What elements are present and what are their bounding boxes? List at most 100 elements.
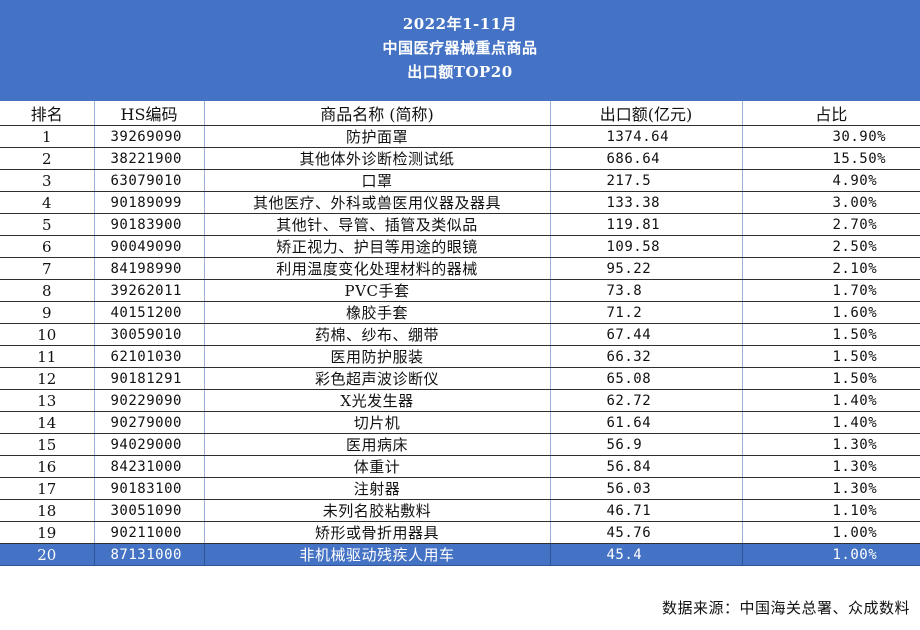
cell-product-name: 医用病床 bbox=[204, 433, 551, 456]
data-source-note: 数据来源：中国海关总署、众成数料 bbox=[661, 599, 910, 617]
cell-export-value: 73.8 bbox=[550, 279, 743, 302]
cell-rank: 12 bbox=[0, 367, 95, 390]
cell-product-name: 橡胶手套 bbox=[204, 301, 551, 324]
table-row: 6 90049090 矫正视力、护目等用途的眼镜 109.58 2.50% bbox=[0, 235, 920, 258]
cell-rank: 10 bbox=[0, 323, 95, 346]
table-row: 17 90183100 注射器 56.03 1.30% bbox=[0, 477, 920, 500]
cell-product-name: 注射器 bbox=[204, 477, 551, 500]
cell-product-name: 利用温度变化处理材料的器械 bbox=[204, 257, 551, 280]
cell-product-name: 口罩 bbox=[204, 169, 551, 192]
cell-hs-code: 30059010 bbox=[94, 323, 205, 346]
cell-export-value: 133.38 bbox=[550, 191, 743, 214]
cell-product-name: 非机械驱动残疾人用车 bbox=[204, 543, 551, 566]
cell-export-value: 95.22 bbox=[550, 257, 743, 280]
cell-export-value: 45.4 bbox=[550, 543, 743, 566]
table-row: 3 63079010 口罩 217.5 4.90% bbox=[0, 169, 920, 192]
table-row: 12 90181291 彩色超声波诊断仪 65.08 1.50% bbox=[0, 367, 920, 390]
cell-hs-code: 39269090 bbox=[94, 125, 205, 148]
cell-rank: 2 bbox=[0, 147, 95, 170]
header-export-value: 出口额(亿元) bbox=[550, 101, 743, 126]
cell-export-value: 67.44 bbox=[550, 323, 743, 346]
cell-hs-code: 90181291 bbox=[94, 367, 205, 390]
cell-share: 1.50% bbox=[742, 367, 920, 390]
cell-rank: 13 bbox=[0, 389, 95, 412]
cell-rank: 8 bbox=[0, 279, 95, 302]
cell-share: 3.00% bbox=[742, 191, 920, 214]
cell-rank: 20 bbox=[0, 543, 95, 566]
table-row: 20 87131000 非机械驱动残疾人用车 45.4 1.00% bbox=[0, 543, 920, 566]
cell-rank: 9 bbox=[0, 301, 95, 324]
table-header-row: 排名 HS编码 商品名称 (简称) 出口额(亿元) 占比 bbox=[0, 101, 920, 126]
cell-share: 1.10% bbox=[742, 499, 920, 522]
cell-product-name: 其他医疗、外科或兽医用仪器及器具 bbox=[204, 191, 551, 214]
table-row: 11 62101030 医用防护服装 66.32 1.50% bbox=[0, 345, 920, 368]
cell-share: 1.50% bbox=[742, 345, 920, 368]
cell-export-value: 686.64 bbox=[550, 147, 743, 170]
cell-hs-code: 90279000 bbox=[94, 411, 205, 434]
cell-hs-code: 90229090 bbox=[94, 389, 205, 412]
table-row: 13 90229090 X光发生器 62.72 1.40% bbox=[0, 389, 920, 412]
cell-export-value: 71.2 bbox=[550, 301, 743, 324]
cell-share: 1.70% bbox=[742, 279, 920, 302]
cell-product-name: 切片机 bbox=[204, 411, 551, 434]
table-row: 18 30051090 未列名胶粘敷料 46.71 1.10% bbox=[0, 499, 920, 522]
cell-product-name: X光发生器 bbox=[204, 389, 551, 412]
cell-product-name: 其他针、导管、插管及类似品 bbox=[204, 213, 551, 236]
export-table: 排名 HS编码 商品名称 (简称) 出口额(亿元) 占比 1 39269090 防护… bbox=[0, 101, 920, 566]
header-hs-code: HS编码 bbox=[94, 101, 205, 126]
cell-rank: 15 bbox=[0, 433, 95, 456]
cell-rank: 3 bbox=[0, 169, 95, 192]
cell-product-name: PVC手套 bbox=[204, 279, 551, 302]
cell-rank: 16 bbox=[0, 455, 95, 478]
cell-hs-code: 90183900 bbox=[94, 213, 205, 236]
cell-hs-code: 39262011 bbox=[94, 279, 205, 302]
table-row: 14 90279000 切片机 61.64 1.40% bbox=[0, 411, 920, 434]
cell-product-name: 医用防护服装 bbox=[204, 345, 551, 368]
cell-hs-code: 90211000 bbox=[94, 521, 205, 544]
cell-product-name: 未列名胶粘敷料 bbox=[204, 499, 551, 522]
table-row: 5 90183900 其他针、导管、插管及类似品 119.81 2.70% bbox=[0, 213, 920, 236]
cell-hs-code: 90049090 bbox=[94, 235, 205, 258]
title-line-2: 中国医疗器械重点商品 bbox=[382, 39, 538, 57]
cell-share: 1.00% bbox=[742, 521, 920, 544]
cell-product-name: 彩色超声波诊断仪 bbox=[204, 367, 551, 390]
cell-rank: 18 bbox=[0, 499, 95, 522]
cell-rank: 19 bbox=[0, 521, 95, 544]
cell-hs-code: 63079010 bbox=[94, 169, 205, 192]
cell-rank: 7 bbox=[0, 257, 95, 280]
cell-product-name: 药棉、纱布、绷带 bbox=[204, 323, 551, 346]
title-line-3: 出口额TOP20 bbox=[407, 63, 513, 81]
table-row: 7 84198990 利用温度变化处理材料的器械 95.22 2.10% bbox=[0, 257, 920, 280]
table-row: 4 90189099 其他医疗、外科或兽医用仪器及器具 133.38 3.00% bbox=[0, 191, 920, 214]
cell-hs-code: 90189099 bbox=[94, 191, 205, 214]
cell-export-value: 56.84 bbox=[550, 455, 743, 478]
cell-export-value: 66.32 bbox=[550, 345, 743, 368]
cell-share: 2.10% bbox=[742, 257, 920, 280]
cell-product-name: 体重计 bbox=[204, 455, 551, 478]
table-body: 1 39269090 防护面罩 1374.64 30.90% 2 38221900 其他体外诊… bbox=[0, 125, 920, 566]
cell-rank: 4 bbox=[0, 191, 95, 214]
cell-hs-code: 38221900 bbox=[94, 147, 205, 170]
cell-rank: 1 bbox=[0, 125, 95, 148]
cell-share: 1.40% bbox=[742, 389, 920, 412]
title-banner: 2022年1-11月 中国医疗器械重点商品 出口额TOP20 bbox=[0, 0, 920, 101]
cell-share: 1.30% bbox=[742, 455, 920, 478]
table-row: 10 30059010 药棉、纱布、绷带 67.44 1.50% bbox=[0, 323, 920, 346]
cell-share: 2.50% bbox=[742, 235, 920, 258]
cell-share: 1.60% bbox=[742, 301, 920, 324]
cell-product-name: 其他体外诊断检测试纸 bbox=[204, 147, 551, 170]
cell-share: 1.00% bbox=[742, 543, 920, 566]
cell-product-name: 矫形或骨折用器具 bbox=[204, 521, 551, 544]
cell-hs-code: 90183100 bbox=[94, 477, 205, 500]
cell-export-value: 61.64 bbox=[550, 411, 743, 434]
table-row: 19 90211000 矫形或骨折用器具 45.76 1.00% bbox=[0, 521, 920, 544]
cell-export-value: 46.71 bbox=[550, 499, 743, 522]
cell-export-value: 56.9 bbox=[550, 433, 743, 456]
cell-export-value: 1374.64 bbox=[550, 125, 743, 148]
cell-rank: 6 bbox=[0, 235, 95, 258]
cell-share: 1.50% bbox=[742, 323, 920, 346]
cell-rank: 17 bbox=[0, 477, 95, 500]
table-row: 16 84231000 体重计 56.84 1.30% bbox=[0, 455, 920, 478]
title-line-1: 2022年1-11月 bbox=[402, 15, 518, 33]
cell-export-value: 56.03 bbox=[550, 477, 743, 500]
